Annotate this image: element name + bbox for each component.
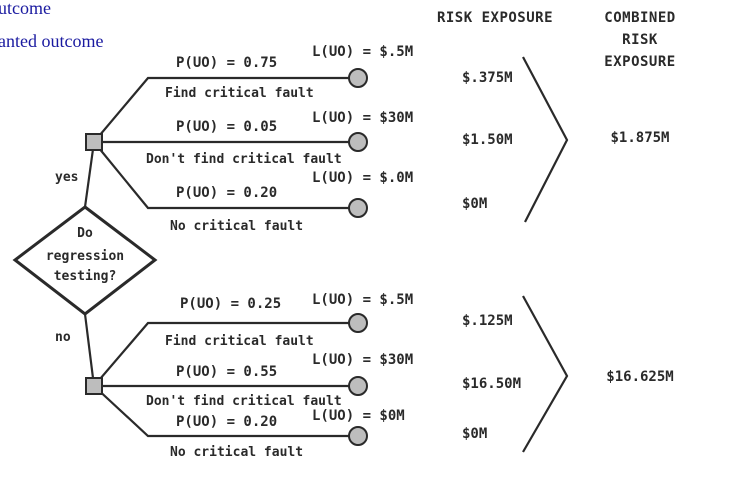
yes-label: yes xyxy=(55,170,78,185)
yes-edge-no-fault xyxy=(93,141,352,210)
outcome-node-no-no-fault xyxy=(348,426,368,446)
no-loss-no-fault: L(UO) = $0M xyxy=(312,408,405,424)
no-prob-no-fault: P(UO) = 0.20 xyxy=(176,414,277,430)
combined-header-line-1: COMBINED xyxy=(604,10,675,26)
yes-caption-find: Find critical fault xyxy=(165,86,314,101)
yes-prob-dont-find: P(UO) = 0.05 xyxy=(176,119,277,135)
no-loss-find: L(UO) = $.5M xyxy=(312,292,413,308)
yes-combine-bracket xyxy=(522,56,569,223)
yes-caption-no-fault: No critical fault xyxy=(170,219,303,234)
outcome-node-yes-no-fault xyxy=(348,198,368,218)
yes-exposure-no-fault: $0M xyxy=(462,196,487,212)
no-combined-exposure: $16.625M xyxy=(606,369,673,385)
no-exposure-no-fault: $0M xyxy=(462,426,487,442)
outcome-node-yes-find xyxy=(348,68,368,88)
risk-exposure-header: RISK EXPOSURE xyxy=(437,10,553,26)
legend-line-1: utcome xyxy=(0,0,51,18)
decision-diamond xyxy=(12,205,158,316)
yes-prob-no-fault: P(UO) = 0.20 xyxy=(176,185,277,201)
decision-label-line-3: testing? xyxy=(54,269,117,284)
legend-line-2: anted outcome xyxy=(0,31,104,51)
no-exposure-find: $.125M xyxy=(462,313,513,329)
yes-caption-dont-find: Don't find critical fault xyxy=(146,152,342,167)
yes-combined-exposure: $1.875M xyxy=(610,130,669,146)
no-combine-bracket xyxy=(522,295,569,453)
yes-loss-no-fault: L(UO) = $.0M xyxy=(312,170,413,186)
outcome-node-no-find xyxy=(348,313,368,333)
no-loss-dont-find: L(UO) = $30M xyxy=(312,352,413,368)
outcome-node-no-dont-find xyxy=(348,376,368,396)
yes-exposure-find: $.375M xyxy=(462,70,513,86)
yes-exposure-dont-find: $1.50M xyxy=(462,132,513,148)
combined-header-line-3: EXPOSURE xyxy=(604,54,675,70)
no-prob-dont-find: P(UO) = 0.55 xyxy=(176,364,277,380)
yes-loss-find: L(UO) = $.5M xyxy=(312,44,413,60)
decision-label-line-1: Do xyxy=(77,226,93,241)
yes-loss-dont-find: L(UO) = $30M xyxy=(312,110,413,126)
yes-edge-find xyxy=(93,76,352,143)
no-edge xyxy=(83,313,96,387)
no-exposure-dont-find: $16.50M xyxy=(462,376,521,392)
no-prob-find: P(UO) = 0.25 xyxy=(180,296,281,312)
yes-chance-node xyxy=(85,133,103,151)
no-edge-no-fault xyxy=(93,385,352,438)
no-caption-dont-find: Don't find critical fault xyxy=(146,394,342,409)
no-edge-find xyxy=(93,321,352,387)
no-caption-find: Find critical fault xyxy=(165,334,314,349)
no-chance-node xyxy=(85,377,103,395)
combined-header-line-2: RISK xyxy=(622,32,658,48)
outcome-node-yes-dont-find xyxy=(348,132,368,152)
no-caption-no-fault: No critical fault xyxy=(170,445,303,460)
decision-label-line-2: regression xyxy=(46,249,124,264)
yes-prob-find: P(UO) = 0.75 xyxy=(176,55,277,71)
no-label: no xyxy=(55,330,71,345)
yes-edge xyxy=(83,141,96,208)
